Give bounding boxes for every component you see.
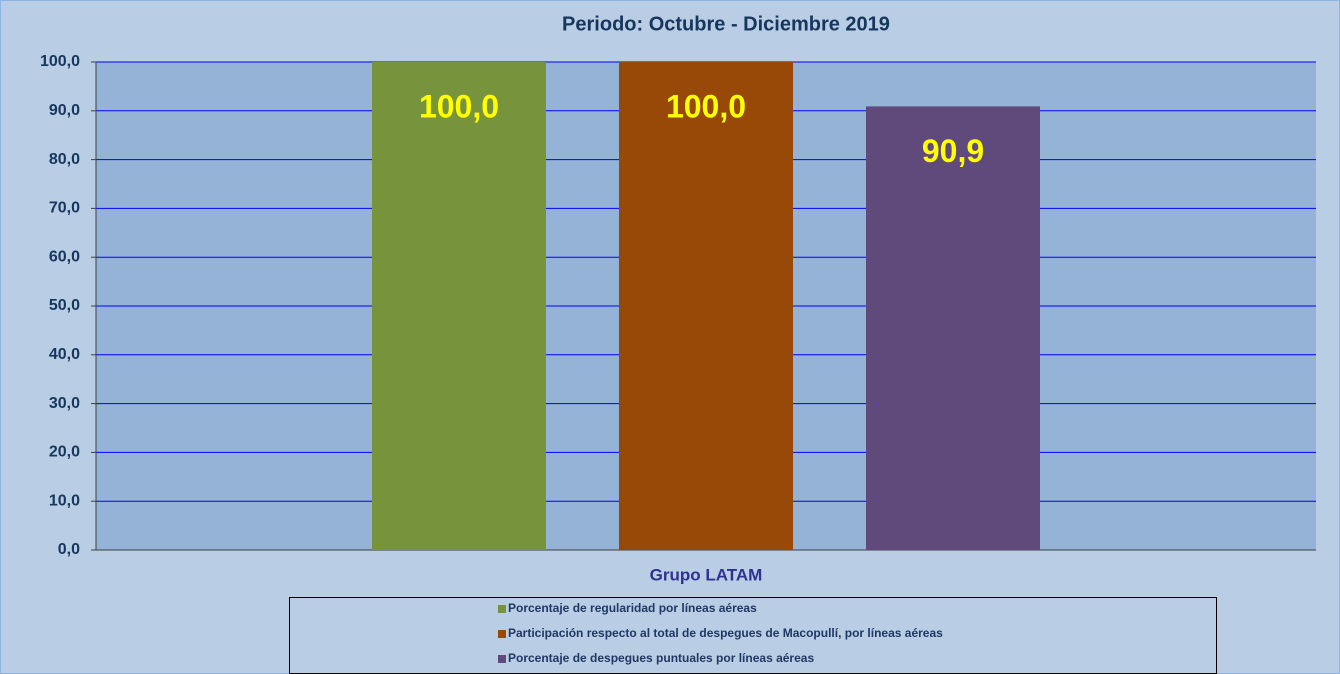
y-tick-label: 90,0 <box>49 102 80 119</box>
legend-label: Porcentaje de despegues puntuales por lí… <box>508 651 814 665</box>
y-tick-label: 40,0 <box>49 346 80 363</box>
y-tick-label: 100,0 <box>40 53 80 70</box>
legend-marker <box>498 655 506 663</box>
y-tick-label: 80,0 <box>49 151 80 168</box>
y-tick-label: 20,0 <box>49 444 80 461</box>
legend-label: Participación respecto al total de despe… <box>508 626 943 640</box>
legend-label: Porcentaje de regularidad por líneas aér… <box>508 601 757 615</box>
bar <box>866 106 1040 551</box>
y-tick-label: 70,0 <box>49 200 80 217</box>
y-tick-label: 50,0 <box>49 297 80 314</box>
y-tick-label: 10,0 <box>49 492 80 509</box>
y-tick-label: 30,0 <box>49 395 80 412</box>
bar <box>619 62 793 550</box>
value-label: 100,0 <box>419 88 499 124</box>
legend-marker <box>498 605 506 613</box>
y-tick-label: 0,0 <box>58 541 80 558</box>
y-tick-label: 60,0 <box>49 248 80 265</box>
bar <box>372 62 546 550</box>
legend-box <box>289 597 1217 674</box>
value-label: 90,9 <box>922 133 984 169</box>
value-label: 100,0 <box>666 88 746 124</box>
chart-title: Periodo: Octubre - Diciembre 2019 <box>562 13 890 35</box>
x-tick-label: Grupo LATAM <box>650 565 763 584</box>
legend-marker <box>498 630 506 638</box>
